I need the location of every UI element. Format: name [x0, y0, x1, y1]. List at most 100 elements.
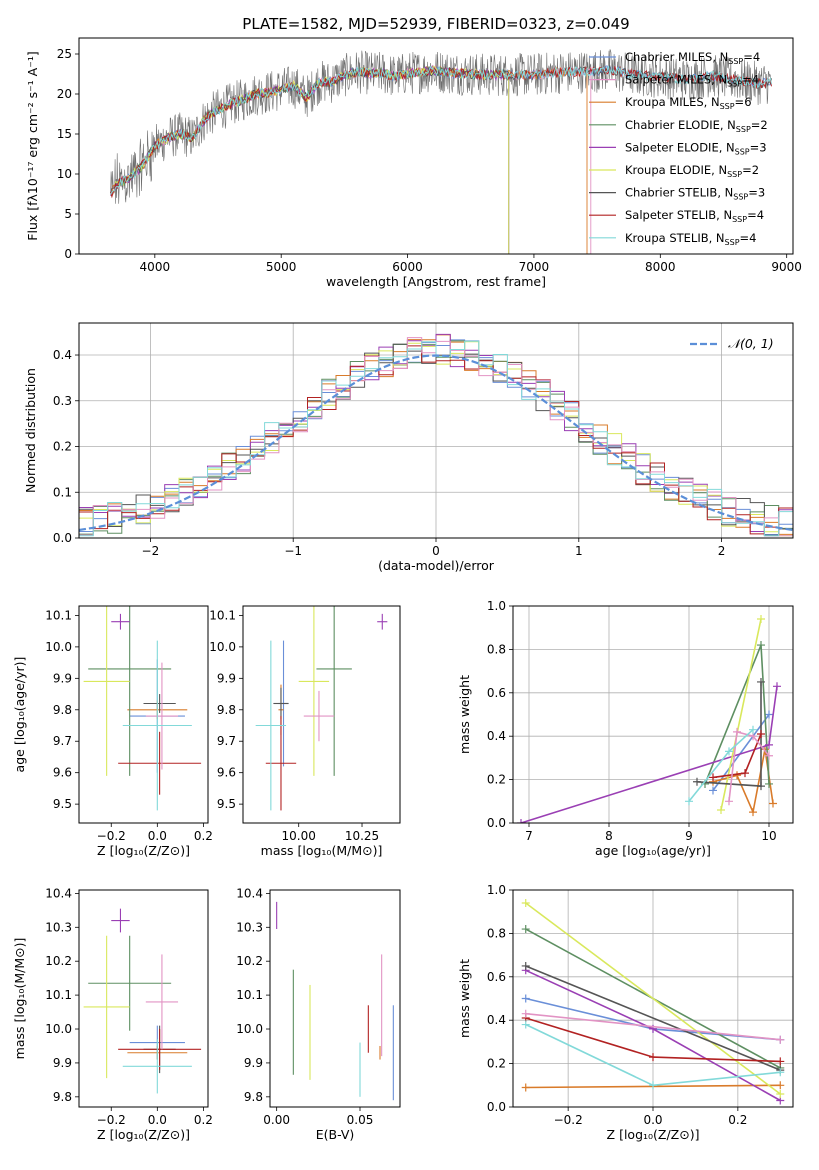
x-tick-label: 7 [525, 829, 533, 843]
weight-line [720, 618, 762, 811]
axes-mass-vs-EBV: 0.00 0.05 9.8 9.9 10.0 10.1 10.2 10.3 10.4 E(B-V) [236, 886, 401, 1142]
legend-label: Kroupa ELODIE, NSSP=2 [625, 163, 759, 179]
y-tick-label: 1.0 [487, 599, 506, 613]
plot-area [79, 333, 793, 537]
x-tick-label: 7000 [519, 260, 550, 274]
y-tick-label: 0.2 [53, 440, 72, 454]
weight-marker [517, 819, 525, 823]
data-point [255, 640, 287, 811]
y-tick-label: 0.3 [53, 394, 72, 408]
plot-area [83, 908, 202, 1094]
y-tick-label: 10.4 [236, 886, 263, 900]
x-tick-label: 0.0 [643, 1113, 662, 1127]
weight-marker [649, 1053, 657, 1062]
model-spectrum [110, 65, 510, 254]
data-point [143, 694, 176, 713]
weight-marker [709, 786, 717, 795]
y-tick-label: 10.2 [236, 954, 263, 968]
x-tick-label: −0.2 [97, 829, 126, 843]
x-tick-label: −2 [142, 544, 160, 558]
weight-line [520, 686, 778, 823]
y-tick-label: 5 [64, 207, 72, 221]
y-tick-label: 10.0 [45, 640, 72, 654]
y-tick-label: 0 [64, 247, 72, 261]
axes-frame [78, 37, 794, 255]
axes-frame [512, 889, 794, 1108]
x-axis-label: mass [log₁₀(M/M⊙)] [261, 843, 383, 858]
x-axis-label: age [log₁₀(age/yr)] [595, 843, 711, 858]
axes-weight-vs-Z: −0.2 0.0 0.2 0.0 0.2 0.4 0.6 0.8 1.0 Z [log₁₀(Z/Z… [457, 883, 794, 1142]
legend-label: Chabrier MILES, NSSP=4 [625, 50, 760, 66]
y-tick-label: 10.0 [45, 1022, 72, 1036]
y-tick-label: 0.6 [487, 686, 506, 700]
x-axis-label: (data-model)/error [378, 558, 495, 573]
weight-line [728, 730, 770, 802]
plot-area [255, 606, 388, 811]
y-tick-label: 9.9 [217, 671, 236, 685]
y-tick-label: 20 [57, 87, 72, 101]
y-tick-label: 10.0 [236, 1022, 263, 1036]
model-spectrum [110, 64, 588, 254]
data-point [303, 690, 335, 742]
y-tick-label: 25 [57, 47, 72, 61]
model-spectrum [110, 64, 592, 254]
weight-marker [521, 1009, 530, 1018]
weight-marker [773, 682, 781, 691]
weight-marker [709, 773, 717, 782]
y-tick-label: 9.9 [53, 671, 72, 685]
y-axis-label: mass [log₁₀(M/M⊙)] [12, 938, 27, 1060]
weight-line [525, 1012, 781, 1041]
model-spectrum [110, 65, 772, 199]
data-point [111, 908, 130, 933]
figure-title: PLATE=1582, MJD=52939, FIBERID=0323, z=0… [242, 15, 629, 33]
y-tick-label: 10.2 [45, 954, 72, 968]
weight-marker [717, 805, 725, 814]
y-tick-label: 0.2 [487, 1057, 506, 1071]
x-tick-label: 8000 [645, 260, 676, 274]
axes-mass-vs-Z: −0.2 0.0 0.2 9.8 9.9 10.0 10.1 10.2 10.3 10.4 Z [l… [12, 886, 213, 1142]
weight-marker [769, 799, 777, 808]
model-spectrum [110, 65, 772, 195]
legend-label: Chabrier ELODIE, NSSP=2 [625, 118, 768, 134]
weight-marker [757, 730, 765, 739]
x-tick-label: 0 [432, 544, 440, 558]
plot-area [110, 49, 772, 254]
legend-label: Salpeter MILES, NSSP=4 [625, 73, 759, 89]
weight-marker [725, 747, 733, 756]
y-tick-label: 0.4 [487, 729, 506, 743]
data-point [118, 731, 202, 795]
histogram-step [79, 340, 793, 537]
data-point [88, 606, 172, 776]
weight-marker [649, 1081, 657, 1090]
x-tick-label: 10 [761, 829, 776, 843]
y-tick-label: 0.4 [53, 348, 72, 362]
y-tick-label: 0.0 [53, 531, 72, 545]
y-tick-label: 9.8 [244, 1090, 263, 1104]
axes-frame [78, 889, 209, 1108]
legend-label: Salpeter ELODIE, NSSP=3 [625, 140, 767, 156]
legend-label: Salpeter STELIB, NSSP=4 [625, 208, 764, 224]
x-tick-label: 10.25 [345, 829, 379, 843]
y-tick-label: 9.6 [53, 766, 72, 780]
data-point [88, 935, 172, 1031]
weight-marker [757, 677, 765, 686]
data-point [83, 935, 130, 1079]
y-tick-label: 0.8 [487, 642, 506, 656]
x-tick-label: 8 [605, 829, 613, 843]
plot-area [517, 615, 781, 823]
x-axis-label: Z [log₁₀(Z/Z⊙)] [97, 843, 190, 858]
weight-line [525, 902, 781, 1095]
weight-marker [521, 925, 530, 934]
y-tick-label: 0.4 [487, 1013, 506, 1027]
y-tick-label: 9.9 [53, 1056, 72, 1070]
plot-area [521, 899, 785, 1105]
data-point [145, 662, 179, 770]
x-tick-label: 1 [575, 544, 583, 558]
weight-marker [776, 1068, 785, 1077]
data-point [83, 606, 130, 776]
axes-frame [242, 605, 401, 824]
x-tick-label: 2 [718, 544, 726, 558]
weight-marker [521, 1083, 530, 1092]
x-tick-label: −0.2 [97, 1113, 126, 1127]
weight-marker [693, 777, 701, 786]
